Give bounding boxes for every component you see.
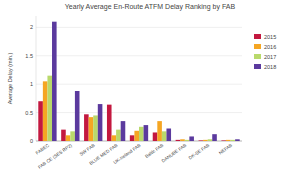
grid-line [36,112,242,113]
bar [84,114,89,141]
grid-line [36,84,242,85]
bar [52,22,57,141]
y-axis-label: Average Delay (min.) [7,53,13,105]
x-tick-label: SW FAB [79,143,96,157]
x-tick-label: Baltic FAB [144,143,164,159]
grid-line [36,27,242,28]
bar [176,140,181,141]
bar [47,76,52,141]
bar [38,101,43,141]
grid-line [36,55,242,56]
legend-swatch [254,34,261,39]
x-tick-label: DK-SE FAB [188,143,211,161]
bar [93,115,98,141]
bar [153,132,158,141]
y-tick-label: 1.5 [25,53,33,59]
bar [130,135,135,141]
bar [235,139,240,141]
y-tick-label: 0 [30,138,33,144]
y-tick-label: 1 [30,81,33,87]
bar [75,91,80,141]
y-tick-label: 2 [30,24,33,30]
bar [112,135,117,141]
bar [89,117,94,141]
y-tick-label: 0.5 [25,110,33,116]
bar [139,127,144,141]
legend-label: 2018 [264,64,276,70]
bar [61,130,66,141]
bar [212,134,217,141]
title: Yearly Average En-Route ATFM Delay Ranki… [65,3,236,11]
bar [107,105,112,141]
bar [70,131,75,141]
bar [199,140,204,141]
bar [157,121,162,141]
bar [231,140,236,141]
bar [189,136,194,141]
x-tick-label: DANUBE FAB [161,143,188,164]
bar [43,81,48,141]
bar [66,135,71,141]
bar [185,140,190,141]
bar [144,125,149,141]
bar [180,139,185,141]
bar [134,131,139,141]
legend-label: 2015 [264,34,276,40]
legend-label: 2017 [264,54,276,60]
bar [166,129,171,142]
legend-swatch [254,64,261,69]
bar [116,130,121,141]
x-tick-label: NEFAB [218,143,233,156]
x-tick-label: FAB CE (SES RP2) [37,142,73,169]
y-axis-line [36,16,37,141]
legend-swatch [254,44,261,49]
bar [221,140,226,141]
bar [203,140,208,141]
bar [208,139,213,141]
legend-swatch [254,54,261,59]
bar [98,104,103,141]
x-tick-label: FABEC [35,142,51,155]
legend-label: 2016 [264,44,276,50]
bar [226,140,231,141]
bar [121,121,126,141]
x-tick-label: UK-Ireland FAB [113,143,142,165]
bars [38,22,239,141]
bar [162,131,167,141]
